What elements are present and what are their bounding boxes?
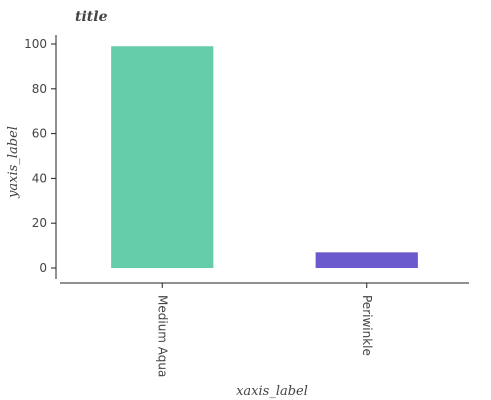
y-tick-label: 60 [32,127,47,141]
bar-medium-aqua [111,46,213,268]
y-ticks-group: 0 20 40 60 80 100 [24,37,56,275]
y-axis-label: yaxis_label [6,126,21,199]
y-tick-label: 100 [24,37,47,51]
y-tick-label: 40 [32,171,47,185]
bars-group [111,46,418,268]
y-tick-label: 80 [32,82,47,96]
x-axis-label: xaxis_label [236,384,308,399]
x-tick-label: Periwinkle [360,295,374,356]
chart-title: title [75,9,108,25]
bar-periwinkle [316,252,418,268]
x-ticks-group: Medium Aqua Periwinkle [155,283,374,377]
y-tick-label: 20 [32,216,47,230]
x-tick-label: Medium Aqua [155,295,169,377]
y-tick-label: 0 [39,261,47,275]
